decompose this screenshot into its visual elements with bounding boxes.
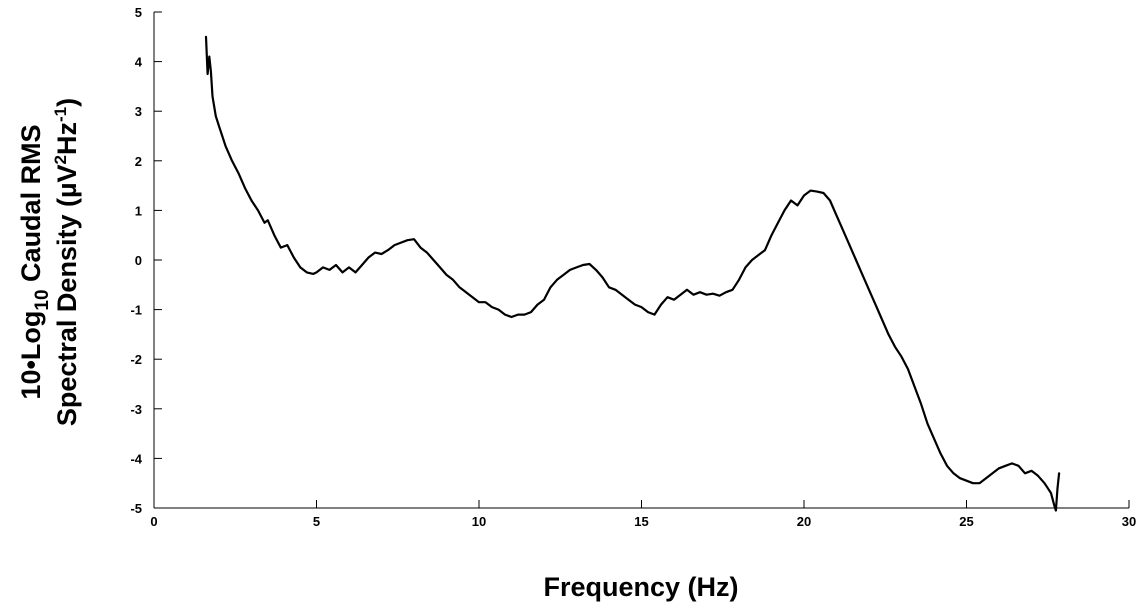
x-tick-label: 20 — [797, 514, 811, 529]
x-axis-title: Frequency (Hz) — [543, 572, 738, 602]
x-tick-label: 25 — [959, 514, 973, 529]
y-tick-label: 1 — [135, 203, 142, 218]
x-tick-label: 0 — [150, 514, 157, 529]
y-tick-label: 0 — [135, 253, 142, 268]
x-tick-label: 30 — [1122, 514, 1136, 529]
y-tick-label: -4 — [130, 451, 142, 466]
y-axis-title: 10•Log10 Caudal RMS Spectral Density (µV… — [16, 98, 82, 426]
y-tick-label: -3 — [130, 402, 142, 417]
y-tick-label: 3 — [135, 104, 142, 119]
y-tick-label: -5 — [130, 501, 142, 516]
y-tick-label: 4 — [135, 55, 143, 70]
axes — [153, 12, 1129, 509]
y-axis-title-line2: Spectral Density (µV2Hz-1) — [51, 98, 82, 426]
x-tick-label: 10 — [472, 514, 486, 529]
y-tick-label: -1 — [130, 303, 142, 318]
y-axis-title-line1: 10•Log10 Caudal RMS — [16, 124, 53, 399]
x-tick-label: 5 — [313, 514, 320, 529]
ticks: 0 5 10 15 20 25 30 -5 -4 -3 -2 -1 0 1 2 3 4 5 — [130, 5, 1136, 529]
series-line — [204, 35, 1061, 512]
y-tick-label: 5 — [135, 5, 142, 20]
x-tick-label: 15 — [634, 514, 648, 529]
y-tick-label: 2 — [135, 154, 142, 169]
y-tick-label: -2 — [130, 352, 142, 367]
